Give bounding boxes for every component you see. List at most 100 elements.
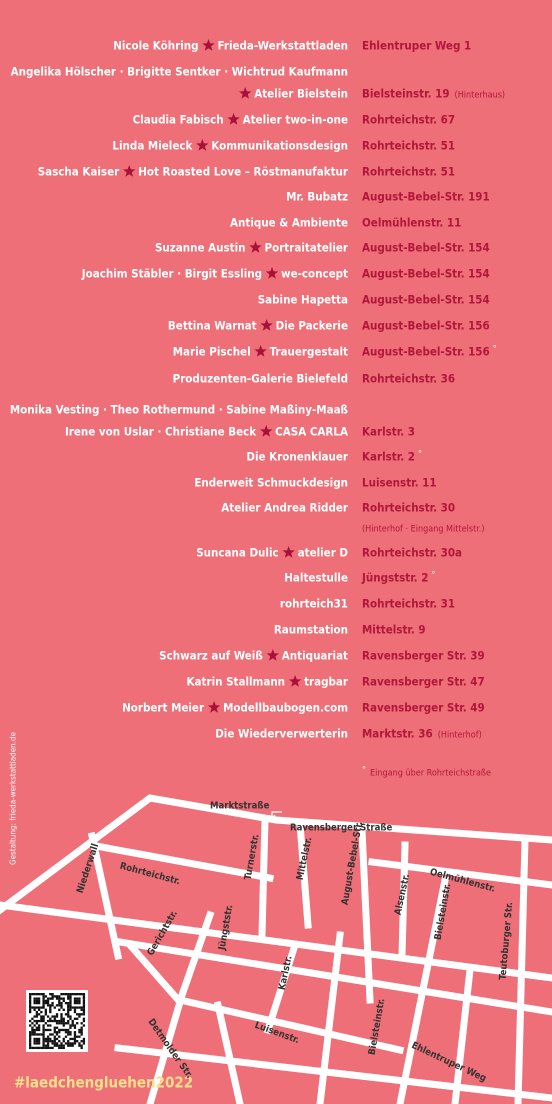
qr-module — [49, 997, 52, 1000]
person-name: Sascha Kaiser — [38, 165, 120, 179]
qr-module — [33, 1033, 36, 1036]
footnote: Eingang über Rohrteichstraße — [370, 769, 491, 779]
star — [227, 113, 240, 125]
address: Rohrteichstr. 30a — [362, 546, 462, 560]
qr-module — [29, 995, 32, 998]
qr-module — [35, 1026, 39, 1029]
qr-module — [58, 1001, 61, 1005]
person-name: Claudia Fabisch — [133, 113, 224, 127]
shop-name: Modellbaubogen.com — [223, 701, 348, 715]
qr-module — [49, 1004, 52, 1007]
qr-module — [71, 1037, 74, 1041]
qr-module — [35, 1022, 39, 1025]
address: August-Bebel-Str. 154 — [362, 293, 490, 307]
qr-module — [64, 993, 68, 996]
address: Jüngststr. 2 — [361, 571, 428, 585]
qr-module — [35, 1010, 39, 1014]
qr-module — [82, 1017, 86, 1020]
qr-module — [76, 993, 79, 996]
qr-module — [82, 1040, 86, 1043]
address: Luisenstr. 11 — [362, 476, 437, 490]
qr-module — [82, 1004, 86, 1007]
qr-module — [60, 1006, 63, 1009]
qr-module — [44, 995, 47, 998]
qr-module — [44, 999, 47, 1003]
qr-module — [80, 1026, 83, 1029]
qr-module — [37, 999, 41, 1003]
qr-module — [40, 1006, 43, 1009]
street-map — [0, 794, 552, 1104]
star — [282, 546, 295, 558]
street-label: Ravensberger Straße — [290, 823, 393, 834]
qr-module — [29, 1046, 32, 1050]
address: August-Bebel-Str. 156 — [362, 319, 490, 333]
qr-module — [46, 997, 50, 1000]
qr-module — [51, 997, 54, 1000]
qr-module — [55, 1013, 59, 1016]
address-note: (Hinterhaus) — [455, 91, 506, 101]
qr-module — [29, 1044, 32, 1047]
shop-name: we-concept — [281, 267, 348, 281]
qr-module — [31, 1017, 34, 1020]
shop-name: Produzenten-Galerie Bielefeld — [173, 372, 348, 386]
qr-module — [55, 1031, 59, 1034]
qr-module — [40, 1046, 43, 1050]
address: Rohrteichstr. 51 — [362, 165, 455, 179]
qr-module — [46, 1004, 50, 1007]
qr-module — [37, 1028, 41, 1032]
qr-module — [78, 999, 81, 1003]
person-name: Linda Mieleck — [112, 139, 193, 153]
qr-module — [42, 999, 45, 1003]
address: August-Bebel-Str. 154 — [362, 241, 490, 255]
qr-module — [40, 993, 43, 996]
shop-name: Sabine Hapetta — [258, 293, 348, 307]
person-name: Norbert Meier — [122, 701, 205, 715]
qr-module — [73, 1042, 77, 1045]
qr-module — [29, 1006, 32, 1009]
qr-module — [44, 1028, 47, 1032]
qr-module — [62, 1040, 65, 1043]
qr-module — [42, 1004, 45, 1007]
qr-module — [64, 1028, 68, 1032]
qr-module — [76, 997, 79, 1000]
qr-module — [55, 1044, 59, 1047]
qr-module — [29, 1031, 32, 1034]
address-note: (Hinterhof · Eingang Mittelstr.) — [362, 525, 485, 535]
qr-module — [76, 1001, 79, 1005]
qr-module — [58, 995, 61, 998]
qr-module — [31, 1046, 34, 1050]
qr-module — [82, 995, 86, 998]
star — [202, 39, 215, 51]
qr-module — [60, 1042, 63, 1045]
qr-module — [82, 1019, 86, 1023]
qr-module — [64, 1035, 68, 1038]
address: Karlstr. 2 — [362, 450, 415, 464]
qr-module — [31, 1026, 34, 1029]
address: Rohrteichstr. 67 — [362, 113, 455, 127]
address: Marktstr. 36 — [362, 727, 433, 741]
qr-module — [49, 1024, 52, 1027]
qr-module — [58, 1044, 61, 1047]
qr-module — [69, 1015, 72, 1018]
qr-module — [37, 1019, 41, 1023]
qr-module — [69, 1004, 72, 1007]
qr-module — [44, 1008, 47, 1011]
qr-module — [53, 1026, 56, 1029]
qr-module — [80, 1033, 83, 1036]
qr-module — [76, 1017, 79, 1020]
qr-module — [44, 1013, 47, 1016]
qr-module — [67, 1004, 70, 1007]
address: August-Bebel-Str. 191 — [362, 190, 490, 204]
qr-module — [60, 1044, 63, 1047]
qr-module — [33, 1028, 36, 1032]
qr-module — [58, 1040, 61, 1043]
qr-module — [80, 1006, 83, 1009]
qr-module — [46, 1001, 50, 1005]
qr-module — [51, 1001, 54, 1005]
shop-name: Die Wiederverwerterin — [215, 727, 348, 741]
qr-module — [40, 1019, 43, 1023]
qr-module — [53, 1037, 56, 1041]
qr-module — [29, 1024, 32, 1027]
qr-module — [51, 1042, 54, 1045]
